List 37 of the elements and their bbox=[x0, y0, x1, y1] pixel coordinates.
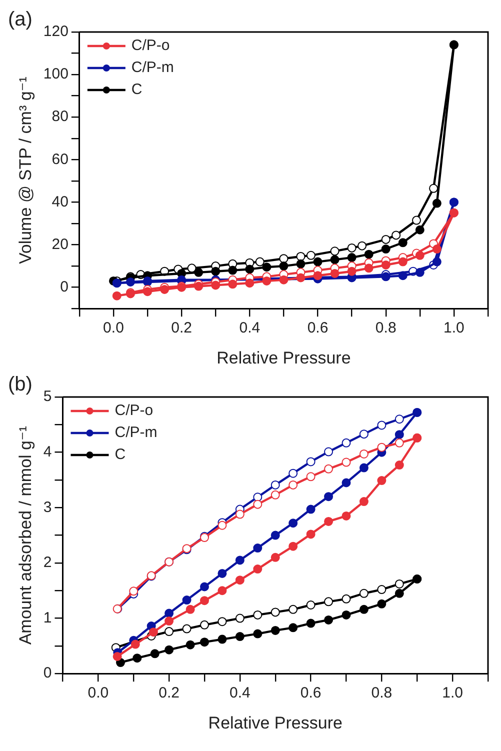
x-tick-label: 0.2 bbox=[171, 320, 192, 337]
y-tick-label: 120 bbox=[43, 23, 68, 40]
x-tick-label: 0.0 bbox=[103, 320, 124, 337]
y-tick-label: 20 bbox=[52, 236, 68, 253]
y-tick-label: 5 bbox=[43, 388, 52, 406]
legend-label: C/P-o bbox=[131, 37, 170, 54]
y-axis-title: Volume @ STP / cm³ g⁻¹ bbox=[16, 76, 35, 264]
chart-title: (a) bbox=[8, 8, 32, 31]
x-tick-label: 0.6 bbox=[307, 320, 328, 337]
x-tick-label: 0.4 bbox=[239, 320, 260, 337]
y-tick-label: 4 bbox=[43, 443, 52, 460]
legend-label: C/P-m bbox=[114, 424, 158, 442]
y-tick-label: 100 bbox=[43, 66, 68, 83]
y-tick-label: 1 bbox=[43, 609, 52, 626]
y-tick-label: 40 bbox=[52, 193, 68, 210]
y-tick-label: 0 bbox=[43, 664, 52, 682]
y-tick-label: 80 bbox=[52, 108, 68, 126]
y-tick-label: 3 bbox=[43, 498, 52, 516]
x-tick-label: 0.0 bbox=[88, 684, 109, 702]
x-axis-title: Relative Pressure bbox=[216, 348, 351, 368]
x-tick-label: 0.8 bbox=[371, 684, 392, 702]
legend-label: C/P-o bbox=[114, 402, 154, 420]
legend-label: C/P-m bbox=[131, 59, 174, 76]
x-tick-label: 1.0 bbox=[444, 320, 464, 337]
y-tick-label: 2 bbox=[43, 554, 52, 572]
x-axis-title: Relative Pressure bbox=[208, 713, 342, 732]
chart-title: (b) bbox=[8, 374, 32, 396]
y-axis-title: Amount adsorbed / mmol g⁻¹ bbox=[16, 426, 35, 645]
x-tick-label: 0.4 bbox=[230, 684, 250, 702]
y-tick-label: 0 bbox=[60, 278, 68, 296]
x-tick-label: 0.8 bbox=[375, 320, 396, 337]
x-tick-label: 1.0 bbox=[442, 684, 463, 702]
legend-label: C bbox=[131, 81, 142, 98]
y-tick-label: 60 bbox=[52, 150, 68, 168]
x-tick-label: 0.6 bbox=[300, 684, 322, 702]
legend-label: C bbox=[114, 446, 126, 464]
x-tick-label: 0.2 bbox=[158, 684, 180, 702]
